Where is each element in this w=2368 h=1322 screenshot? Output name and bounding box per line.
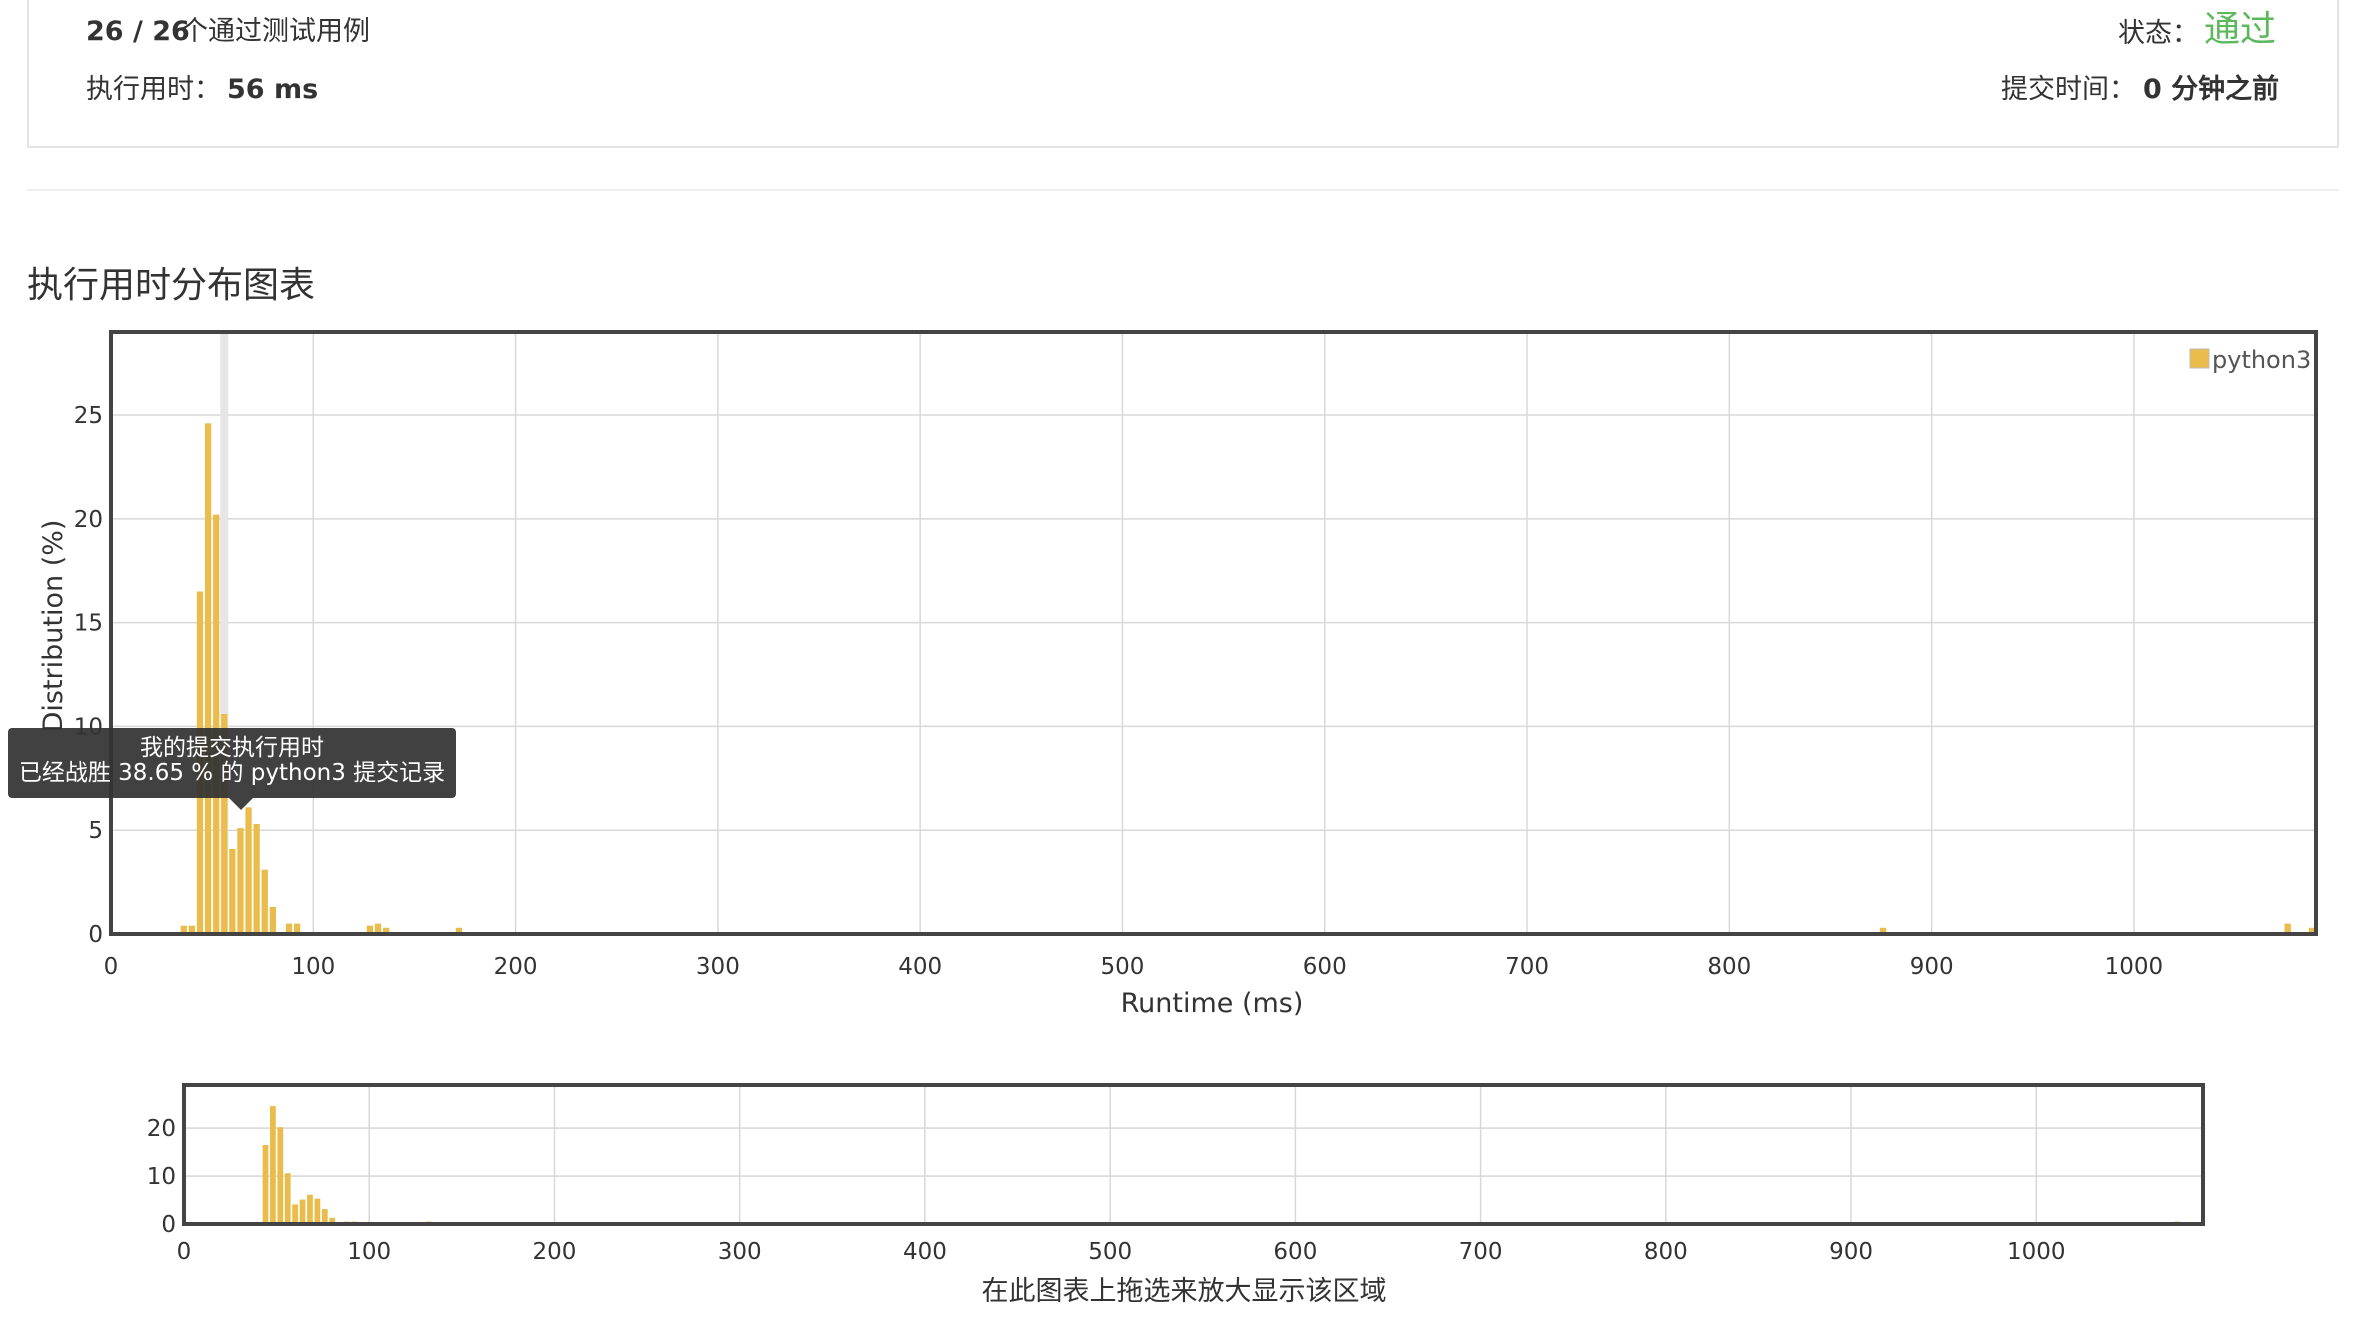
x-tick-label: 600 [1303, 954, 1347, 980]
main-chart-grid [111, 332, 2316, 934]
x-tick-label: 800 [1644, 1239, 1688, 1265]
distribution-bar [204, 423, 212, 934]
tooltip-line-1: 我的提交执行用时 [140, 735, 324, 761]
x-tick-label: 800 [1707, 954, 1751, 980]
testcases-label: 个通过测试用例 [181, 16, 370, 47]
y-tick-label: 10 [147, 1164, 176, 1190]
y-tick-label: 15 [74, 611, 103, 637]
distribution-bar [374, 923, 382, 934]
distribution-bar [245, 807, 252, 934]
x-tick-label: 400 [903, 1239, 947, 1265]
main-chart-highlight [220, 332, 229, 934]
distribution-bar [382, 927, 390, 934]
y-tick-label: 0 [161, 1212, 176, 1238]
main-chart-frame [109, 330, 2318, 936]
x-tick-label: 200 [533, 1239, 577, 1265]
x-tick-label: 700 [1459, 1239, 1503, 1265]
distribution-bar [253, 823, 260, 934]
distribution-bar [314, 1198, 321, 1224]
chart-legend[interactable]: python3 [2189, 346, 2311, 374]
distribution-bar [455, 927, 463, 934]
distribution-bar [299, 1199, 306, 1224]
y-tick-label: 25 [74, 403, 103, 429]
distribution-bar [262, 1144, 269, 1224]
y-tick-label: 0 [88, 922, 103, 948]
distribution-bar [2284, 923, 2291, 934]
distribution-bar [366, 925, 374, 934]
x-tick-label: 900 [1829, 1239, 1873, 1265]
x-tick-label: 500 [1088, 1239, 1132, 1265]
tooltip-line-2: 已经战胜 38.65 % 的 python3 提交记录 [18, 760, 446, 786]
navigator-caption: 在此图表上拖选来放大显示该区域 [982, 1276, 1387, 1307]
x-tick-label: 700 [1505, 954, 1549, 980]
distribution-bar [329, 1217, 336, 1224]
my-runtime-highlight [220, 332, 229, 934]
distribution-bar [285, 923, 293, 934]
x-tick-label: 0 [104, 954, 119, 980]
main-chart-y-axis-label: Distribution (%) [38, 520, 69, 733]
distribution-bar [307, 1194, 313, 1224]
status-label: 状态： [2118, 18, 2199, 49]
x-tick-label: 1000 [2007, 1239, 2066, 1265]
testcases-count: 26 / 26 [86, 16, 190, 47]
distribution-bar [221, 713, 228, 934]
x-tick-label: 300 [696, 954, 740, 980]
x-tick-label: 300 [718, 1239, 762, 1265]
distribution-bar [269, 907, 276, 934]
distribution-bar [261, 869, 268, 934]
section-title: 执行用时分布图表 [27, 265, 316, 306]
legend-swatch-python3 [2189, 348, 2210, 369]
distribution-bar [237, 828, 244, 934]
distribution-bar [229, 848, 236, 934]
y-tick-label: 5 [88, 818, 103, 844]
submission-summary-card: 26 / 26 个通过测试用例 状态： 通过 执行用时： 56 ms 提交时间：… [27, 0, 2339, 148]
distribution-bar [213, 514, 220, 934]
main-chart-y-ticks: 0510152025 [74, 403, 103, 948]
distribution-bar [277, 1127, 284, 1224]
navigator-frame [182, 1083, 2205, 1226]
x-tick-label: 100 [291, 954, 335, 980]
main-chart-bars [180, 423, 2316, 934]
navigator-grid [184, 1085, 2203, 1224]
submit-time-label: 提交时间： [2001, 74, 2136, 105]
distribution-bar [270, 1106, 276, 1224]
submit-time-value: 0 分钟之前 [2143, 74, 2280, 105]
y-tick-label: 20 [147, 1116, 176, 1142]
x-tick-label: 600 [1273, 1239, 1317, 1265]
my-submission-tooltip: 我的提交执行用时 已经战胜 38.65 % 的 python3 提交记录 [8, 728, 456, 810]
x-tick-label: 500 [1101, 954, 1145, 980]
distribution-bar [188, 925, 196, 934]
x-tick-label: 0 [177, 1239, 192, 1265]
distribution-bar [2308, 927, 2316, 934]
x-tick-label: 100 [347, 1239, 391, 1265]
main-chart-x-ticks: 0 100 200 300 400 500 600 700 800 900 1000 [104, 954, 2164, 980]
status-value[interactable]: 通过 [2204, 9, 2277, 50]
distribution-bar [321, 1209, 328, 1224]
distribution-bar [293, 923, 301, 934]
navigator-x-ticks: 0 100 200 300 400 500 600 700 800 900 1000 [177, 1239, 2066, 1265]
section-divider [27, 189, 2339, 191]
distribution-bar [292, 1204, 299, 1224]
y-tick-label: 20 [74, 507, 103, 533]
x-tick-label: 400 [898, 954, 942, 980]
x-tick-label: 900 [1910, 954, 1954, 980]
navigator-y-ticks: 0 10 20 [147, 1116, 176, 1238]
main-chart-x-axis-label: Runtime (ms) [1121, 988, 1304, 1019]
distribution-bar [1879, 927, 1887, 934]
navigator-bars [247, 1106, 2203, 1224]
distribution-bar [180, 925, 187, 934]
x-tick-label: 200 [494, 954, 538, 980]
legend-label-python3: python3 [2212, 346, 2311, 374]
runtime-value: 56 ms [227, 74, 319, 105]
distribution-bar [284, 1173, 291, 1224]
runtime-label: 执行用时： [86, 74, 221, 105]
x-tick-label: 1000 [2105, 954, 2164, 980]
